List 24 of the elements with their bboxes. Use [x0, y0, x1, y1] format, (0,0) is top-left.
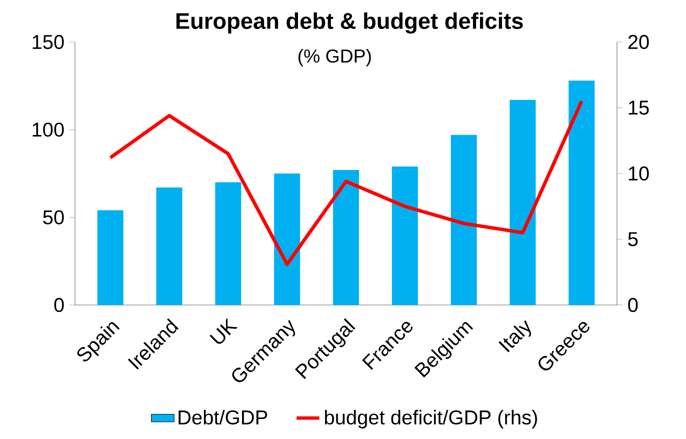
y2-tick-label: 20	[628, 34, 649, 50]
bar	[450, 134, 477, 305]
bar	[215, 182, 242, 305]
bar	[568, 80, 595, 305]
y-tick-label: 100	[32, 122, 64, 137]
bar	[97, 210, 124, 305]
legend-label: budget deficit/GDP (rhs)	[325, 410, 537, 428]
legend-label: Debt/GDP	[178, 410, 268, 425]
bar	[510, 100, 536, 305]
bar	[156, 188, 182, 305]
bar	[332, 170, 359, 305]
line-series	[108, 99, 584, 266]
y-tick-label: 150	[32, 34, 64, 50]
bar	[392, 166, 418, 305]
y-tick-label: 50	[43, 210, 64, 224]
chart-title: European debt & budget deficits	[176, 12, 523, 34]
x-tick-label: Italy	[498, 320, 532, 352]
chart-subtitle: (% GDP)	[298, 48, 371, 66]
bar	[274, 173, 300, 305]
y2-tick-label: 5	[628, 232, 638, 246]
y2-tick-label: 0	[628, 298, 638, 312]
y-tick-label: 0	[54, 298, 64, 312]
y2-tick-label: 15	[628, 100, 649, 115]
y2-tick-label: 10	[628, 166, 649, 181]
